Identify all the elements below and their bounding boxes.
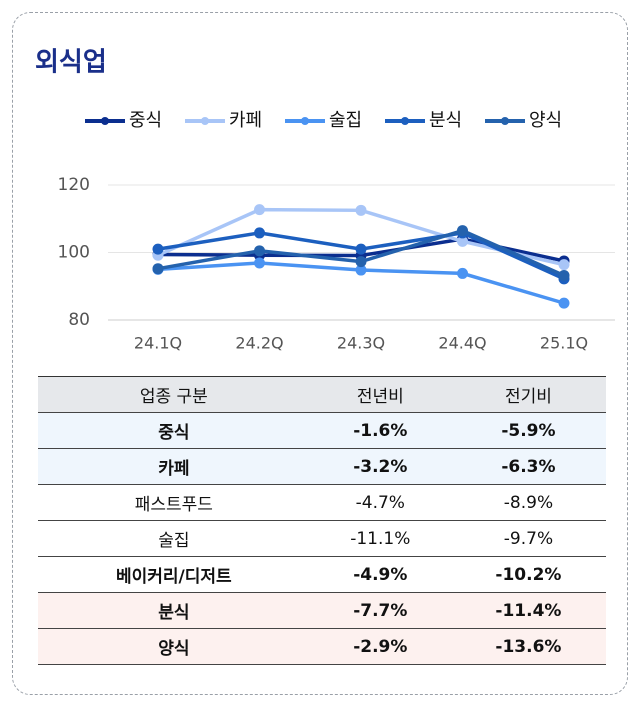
cell: -6.3% (450, 448, 606, 485)
point (355, 204, 367, 216)
x-tick-label: 24.1Q (134, 334, 182, 353)
cell: -11.4% (450, 592, 606, 629)
legend-label: 양식 (529, 110, 562, 131)
point (558, 259, 570, 271)
legend-marker (501, 117, 509, 125)
cell: -8.9% (450, 484, 606, 521)
cell: -1.6% (309, 412, 451, 449)
table: 업종 구분 전년비 전기비 중식 -1.6% -5.9% 카페 -3.2% -6.3% 패스트푸드… (38, 376, 606, 665)
point (457, 225, 468, 237)
card (12, 12, 628, 695)
legend-label: 카페 (229, 110, 262, 131)
y-tick-label: 100 (58, 243, 90, 263)
cell: -13.6% (450, 628, 606, 665)
chart-title: 외식업 (35, 48, 107, 78)
x-tick-label: 24.3Q (337, 334, 385, 353)
point (254, 257, 265, 269)
cell: -2.9% (309, 628, 451, 665)
row: 패스트푸드 -4.7% -8.9% (38, 484, 606, 521)
cell: -9.7% (450, 520, 606, 557)
cell: 중식 (38, 412, 310, 449)
legend-label: 분식 (429, 110, 462, 131)
cell: 양식 (38, 628, 310, 665)
cell: -5.9% (450, 412, 606, 449)
point (558, 269, 570, 281)
row: 술집 -11.1% -9.7% (38, 520, 606, 557)
x-tick-label: 24.2Q (235, 334, 283, 353)
cell: 카페 (38, 448, 310, 485)
header-cell: 업종 구분 (38, 376, 310, 413)
legend-marker (101, 117, 109, 125)
point (558, 297, 570, 309)
legend-label: 중식 (129, 110, 162, 131)
point (355, 243, 367, 255)
point (355, 256, 367, 268)
point (254, 245, 265, 257)
legend-marker (301, 117, 309, 125)
header-cell: 전기비 (450, 376, 606, 413)
y-tick-label: 120 (58, 175, 90, 195)
cell: -7.7% (309, 592, 451, 629)
chart: 외식업 80 100 120 24.1Q 24.2Q 24.3Q 24.4Q 25.1Q 중식 카… (35, 48, 615, 353)
cell: -11.1% (309, 520, 451, 557)
point (254, 204, 265, 216)
point (152, 243, 164, 255)
point (457, 267, 468, 279)
cell: -4.9% (309, 556, 451, 593)
x-tick-label: 25.1Q (540, 334, 588, 353)
cell: 베이커리/디저트 (38, 556, 310, 593)
row: 분식 -7.7% -11.4% (38, 592, 606, 629)
point (355, 264, 367, 276)
row: 베이커리/디저트 -4.9% -10.2% (38, 556, 606, 593)
legend-label: 술집 (329, 110, 362, 131)
point (254, 227, 265, 239)
x-tick-label: 24.4Q (438, 334, 486, 353)
legend-marker (401, 117, 409, 125)
legend-marker (201, 117, 209, 125)
cell: -3.2% (309, 448, 451, 485)
cell: -4.7% (309, 484, 451, 521)
cell: 분식 (38, 592, 310, 629)
header-cell: 전년비 (309, 376, 451, 413)
cell: -10.2% (450, 556, 606, 593)
row: 카페 -3.2% -6.3% (38, 448, 606, 485)
header-row: 업종 구분 전년비 전기비 (38, 376, 606, 413)
point (152, 263, 164, 275)
point (457, 235, 468, 247)
y-tick-label: 80 (68, 310, 90, 330)
cell: 술집 (38, 520, 310, 557)
row: 양식 -2.9% -13.6% (38, 628, 606, 665)
row: 중식 -1.6% -5.9% (38, 412, 606, 449)
cell: 패스트푸드 (38, 484, 310, 521)
